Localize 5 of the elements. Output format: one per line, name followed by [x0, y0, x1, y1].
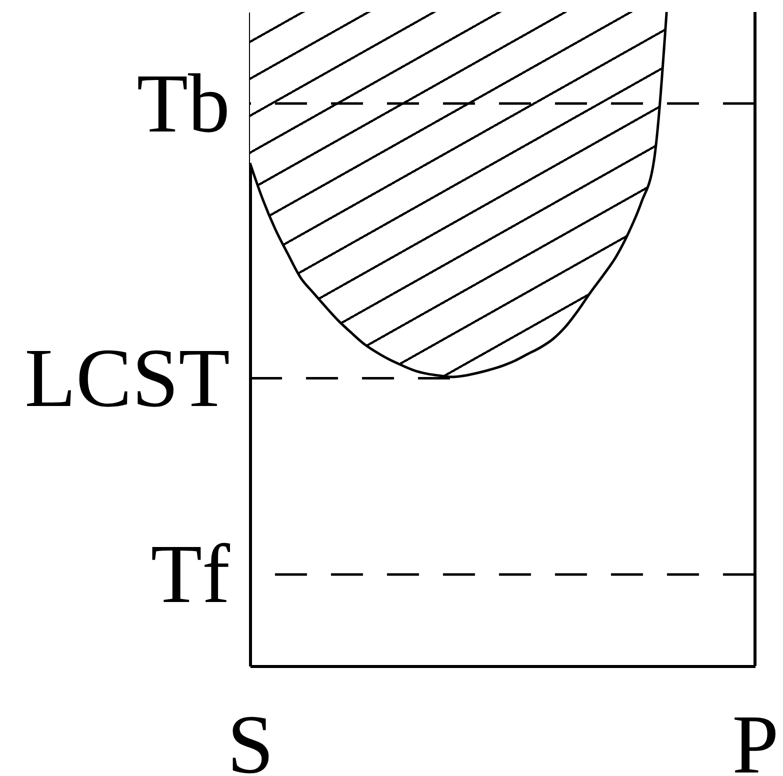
x-tick-label: S: [227, 698, 274, 776]
ref-line-label: Tf: [150, 528, 230, 622]
x-tick-label: P: [732, 698, 779, 776]
ref-line-label: Tb: [136, 57, 230, 150]
series-label: LCST: [24, 332, 230, 425]
